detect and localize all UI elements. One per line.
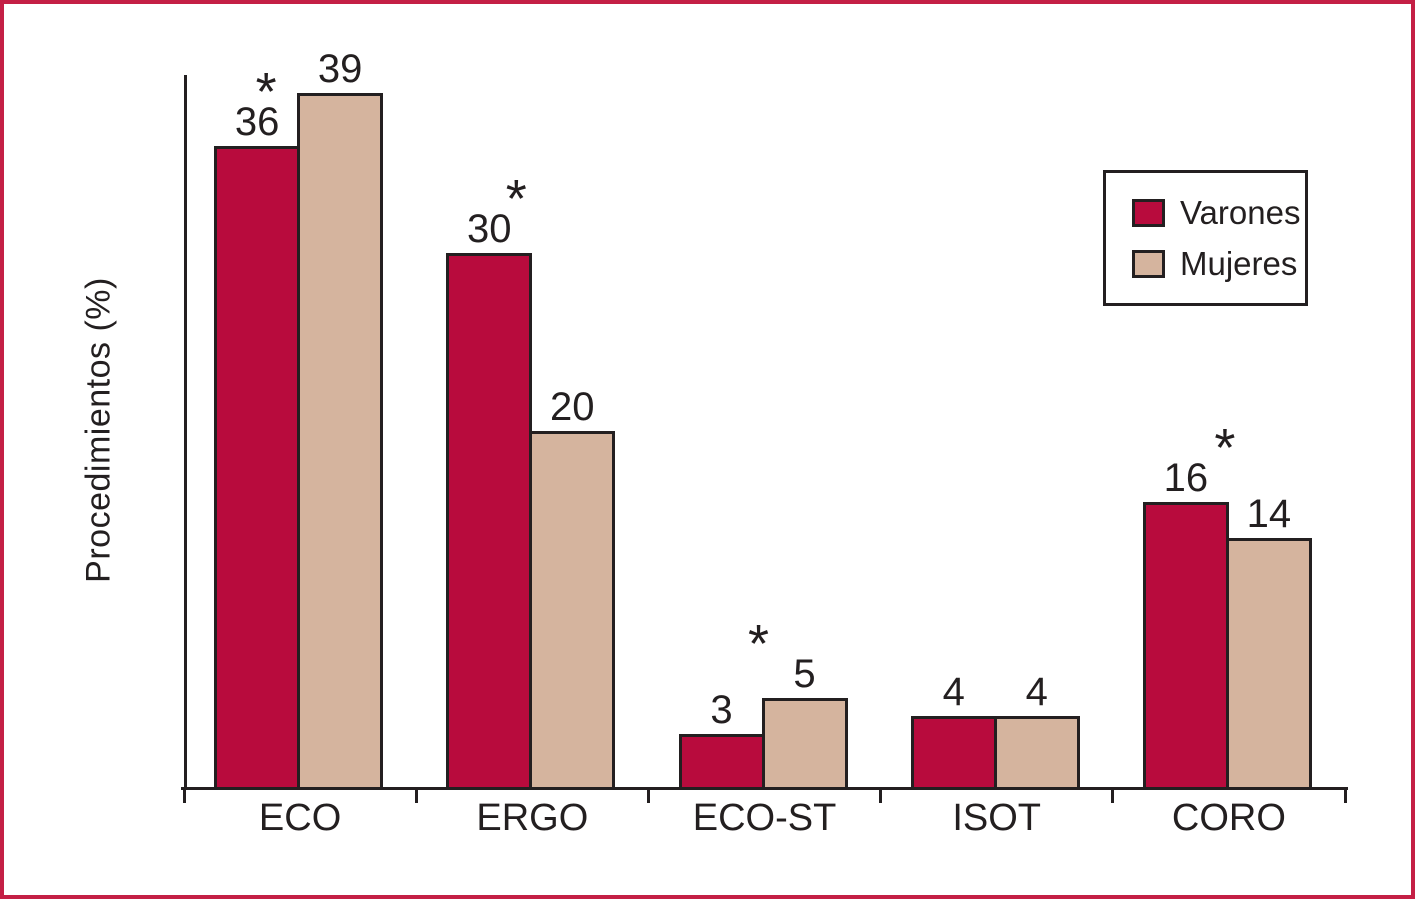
value-label-varones-ergo: 30 <box>467 207 512 251</box>
bar-varones-eco <box>214 146 301 790</box>
x-tick-label-eco-st: ECO-ST <box>692 797 837 839</box>
significance-asterisk-ergo: * <box>505 169 527 229</box>
value-label-varones-isot: 4 <box>942 669 965 714</box>
x-axis-tick <box>1111 787 1115 803</box>
value-label-varones-eco-st: 3 <box>710 687 733 732</box>
x-tick-label-coro: CORO <box>1171 797 1286 839</box>
mujeres-swatch-icon <box>1132 249 1165 278</box>
y-axis-title: Procedimientos (%) <box>79 277 118 583</box>
bar-mujeres-coro <box>1225 537 1312 790</box>
value-label-mujeres-coro: 14 <box>1246 491 1292 536</box>
significance-asterisk-coro: * <box>1214 418 1236 479</box>
bar-mujeres-eco <box>297 92 384 790</box>
bar-mujeres-eco-st <box>761 698 848 790</box>
bar-mujeres-ergo <box>529 431 616 790</box>
y-axis-line <box>184 75 187 790</box>
legend-item-varones: Varones <box>1132 194 1305 232</box>
varones-swatch-icon <box>1132 198 1165 227</box>
x-axis-tick <box>1343 787 1347 803</box>
value-label-mujeres-eco-st: 5 <box>793 652 816 696</box>
value-label-mujeres-isot: 4 <box>1025 669 1048 714</box>
bar-varones-eco-st <box>678 733 765 790</box>
value-label-varones-eco: 36 <box>234 100 280 145</box>
significance-asterisk-eco-st: * <box>747 614 769 674</box>
x-axis-tick <box>182 787 186 803</box>
bar-varones-isot <box>910 715 997 790</box>
significance-asterisk-eco: * <box>255 62 277 123</box>
x-tick-label-isot: ISOT <box>952 797 1042 839</box>
legend-item-mujeres: Mujeres <box>1132 245 1305 283</box>
value-label-varones-coro: 16 <box>1163 456 1209 501</box>
bar-varones-coro <box>1142 502 1229 790</box>
legend-label-mujeres: Mujeres <box>1180 244 1298 282</box>
x-axis-tick <box>879 787 883 803</box>
value-label-mujeres-eco: 39 <box>317 46 363 91</box>
value-label-mujeres-ergo: 20 <box>550 385 595 429</box>
x-tick-label-eco: ECO <box>258 797 342 839</box>
x-axis-tick <box>414 787 418 803</box>
legend-label-varones: Varones <box>1180 193 1301 231</box>
x-tick-label-ergo: ERGO <box>476 797 589 839</box>
bar-mujeres-isot <box>993 715 1080 790</box>
legend: Varones Mujeres <box>1103 170 1308 306</box>
bar-varones-ergo <box>446 253 533 790</box>
x-axis-tick <box>646 787 650 803</box>
